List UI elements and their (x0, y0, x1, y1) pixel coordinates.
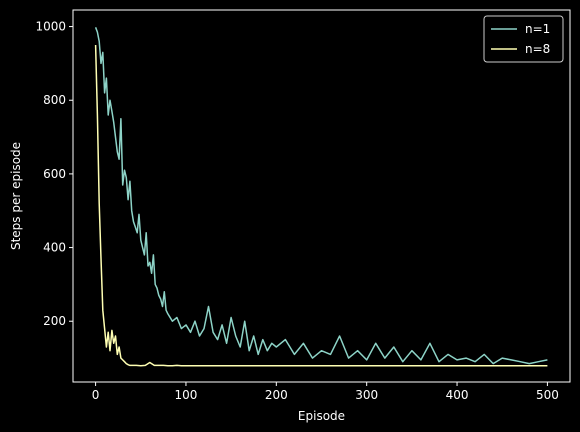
y-axis-label: Steps per episode (9, 142, 23, 250)
x-tick-label: 100 (175, 388, 198, 402)
x-tick-label: 300 (355, 388, 378, 402)
legend-box (483, 15, 564, 63)
x-tick-label: 500 (536, 388, 559, 402)
x-axis: 0 100 200 300 400 500 (92, 382, 559, 402)
plot-lines (94, 27, 548, 367)
y-tick-label: 600 (43, 167, 66, 181)
series-line-2 (94, 44, 548, 367)
plot-frame (72, 9, 571, 383)
series-line-1 (94, 27, 548, 365)
x-tick-label: 200 (265, 388, 288, 402)
legend: n=1n=8 (483, 15, 564, 63)
x-axis-label: Episode (298, 409, 345, 423)
x-tick-label: 400 (446, 388, 469, 402)
y-tick-label: 1000 (35, 20, 66, 34)
y-tick-label: 200 (43, 314, 66, 328)
y-tick-label: 400 (43, 241, 66, 255)
y-tick-label: 800 (43, 93, 66, 107)
y-axis: 200 400 600 800 1000 (35, 20, 73, 328)
legend-entry-label: n=1 (525, 22, 550, 36)
legend-entry-label: n=8 (525, 42, 550, 56)
x-tick-label: 0 (92, 388, 100, 402)
